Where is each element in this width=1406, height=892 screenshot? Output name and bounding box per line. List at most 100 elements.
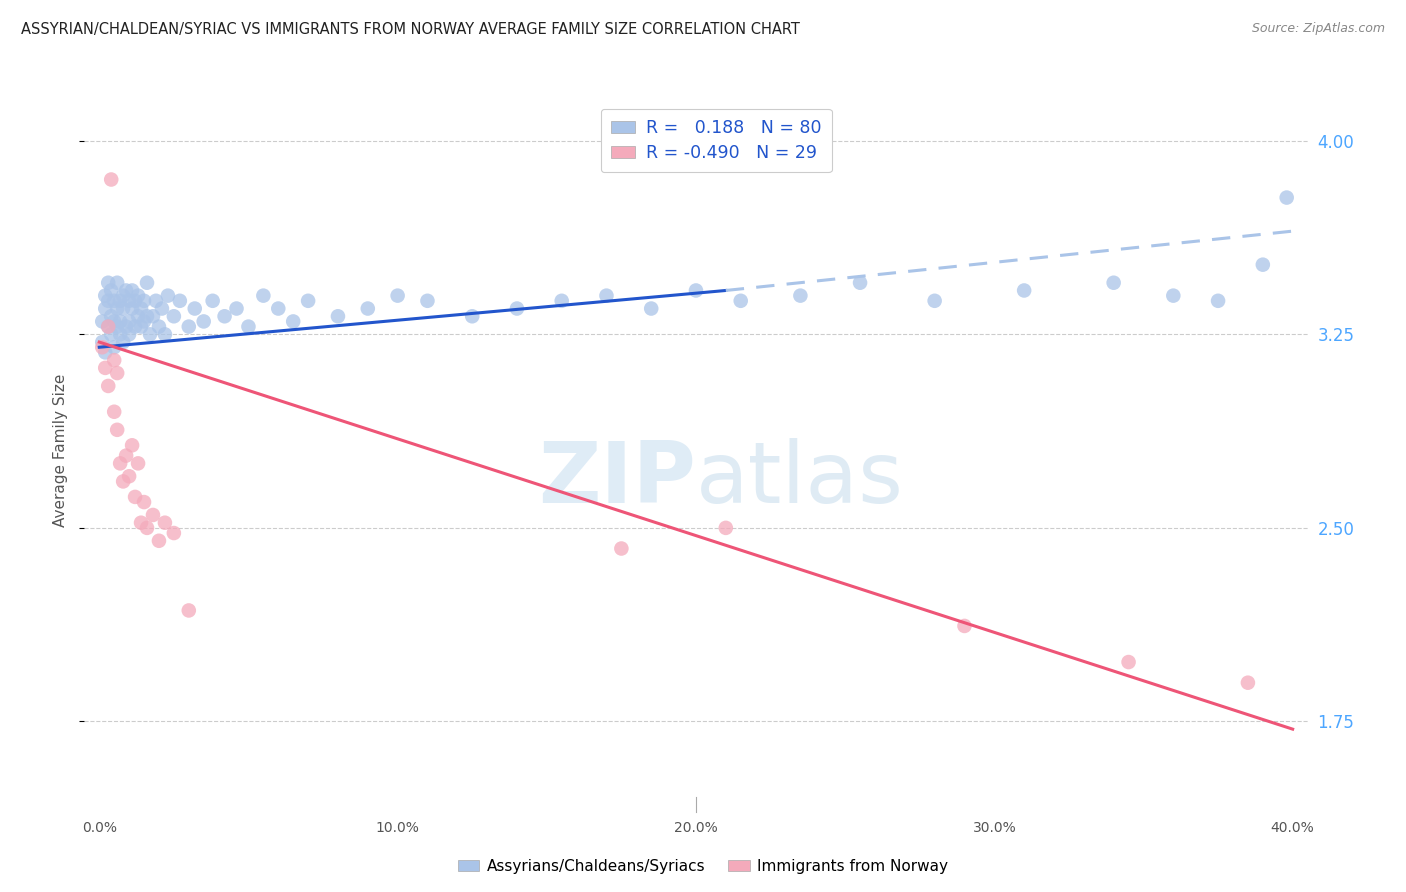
Point (714, 521, 737, 535)
Point (112, 301, 135, 316)
Point (849, 276, 872, 290)
Point (105, 423, 128, 437)
Point (142, 508, 165, 522)
Point (115, 284, 138, 298)
Point (148, 319, 170, 334)
Point (1163, 288, 1185, 302)
Point (97, 319, 120, 334)
Point (91, 340, 114, 354)
Point (238, 319, 260, 334)
Point (115, 449, 138, 463)
Point (100, 327, 122, 342)
Text: ASSYRIAN/CHALDEAN/SYRIAC VS IMMIGRANTS FROM NORWAY AVERAGE FAMILY SIZE CORRELATI: ASSYRIAN/CHALDEAN/SYRIAC VS IMMIGRANTS F… (21, 22, 800, 37)
Point (118, 327, 141, 342)
Point (252, 288, 274, 302)
Point (112, 334, 135, 349)
Point (97, 276, 120, 290)
Point (730, 293, 752, 308)
Point (97, 319, 120, 334)
Point (387, 288, 409, 302)
Point (640, 301, 662, 316)
Point (127, 288, 149, 302)
Point (610, 541, 633, 556)
Point (163, 310, 186, 324)
Point (136, 276, 159, 290)
Point (94, 301, 117, 316)
Point (193, 314, 215, 328)
Point (118, 469, 141, 483)
Point (789, 288, 811, 302)
Point (127, 310, 149, 324)
Point (100, 172, 122, 186)
Point (163, 526, 186, 541)
Point (121, 301, 143, 316)
Point (145, 293, 167, 308)
Point (169, 293, 191, 308)
Point (118, 314, 141, 328)
Point (357, 301, 380, 316)
Point (100, 310, 122, 324)
Point (1102, 276, 1125, 290)
Point (124, 293, 146, 308)
Point (105, 301, 128, 316)
Point (108, 456, 131, 470)
Point (267, 301, 290, 316)
Legend: Assyrians/Chaldeans/Syriacs, Immigrants from Norway: Assyrians/Chaldeans/Syriacs, Immigrants … (451, 853, 955, 880)
Point (1275, 191, 1298, 205)
Text: ZIP: ZIP (538, 438, 696, 521)
Point (1251, 258, 1274, 272)
Point (103, 340, 125, 354)
Point (132, 293, 155, 308)
Point (103, 353, 125, 368)
Point (132, 314, 155, 328)
Point (108, 293, 131, 308)
Point (91, 334, 114, 349)
Point (108, 327, 131, 342)
Point (156, 288, 179, 302)
Point (461, 310, 484, 324)
Text: Source: ZipAtlas.com: Source: ZipAtlas.com (1251, 22, 1385, 36)
Point (124, 490, 146, 504)
Point (142, 310, 165, 324)
Point (121, 284, 143, 298)
Point (97, 293, 120, 308)
Point (112, 475, 135, 489)
Point (91, 314, 114, 328)
Legend: R =   0.188   N = 80, R = -0.490   N = 29: R = 0.188 N = 80, R = -0.490 N = 29 (600, 109, 832, 172)
Point (225, 301, 247, 316)
Point (177, 603, 200, 617)
Point (115, 319, 138, 334)
Point (121, 438, 143, 452)
Point (685, 284, 707, 298)
Point (184, 301, 207, 316)
Point (283, 314, 305, 328)
Point (105, 319, 128, 334)
Point (1206, 293, 1229, 308)
Point (153, 516, 176, 530)
Point (1237, 675, 1260, 690)
Point (94, 345, 117, 359)
Point (595, 288, 617, 302)
Point (177, 319, 200, 334)
Point (326, 310, 349, 324)
Point (201, 293, 224, 308)
Point (129, 301, 152, 316)
Point (1012, 284, 1035, 298)
Point (153, 327, 176, 342)
Point (124, 319, 146, 334)
Point (100, 284, 122, 298)
Point (551, 293, 574, 308)
Point (150, 301, 173, 316)
Point (94, 360, 117, 375)
Point (105, 276, 128, 290)
Point (506, 301, 529, 316)
Point (108, 314, 131, 328)
Point (136, 310, 159, 324)
Point (924, 293, 946, 308)
Point (118, 293, 141, 308)
Point (94, 288, 117, 302)
Point (129, 319, 152, 334)
Point (416, 293, 439, 308)
Point (112, 288, 135, 302)
Point (97, 379, 120, 393)
